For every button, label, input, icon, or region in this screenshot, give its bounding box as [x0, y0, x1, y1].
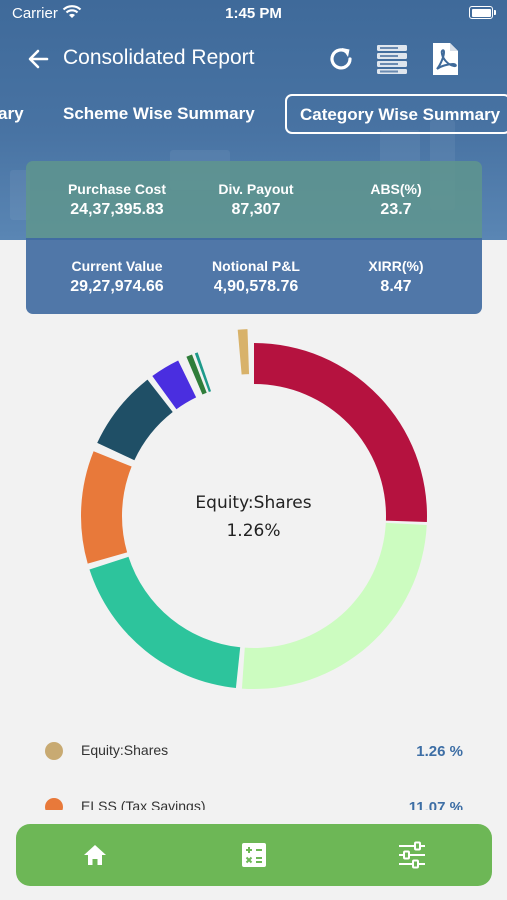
div-payout-value: 87,307 — [231, 201, 281, 218]
donut-center-value: 1.26% — [226, 521, 281, 541]
home-icon[interactable] — [80, 840, 110, 870]
category-donut-chart[interactable]: Equity:Shares 1.26% — [0, 325, 507, 710]
legend-percent: 11.07 % — [408, 799, 463, 810]
legend-item[interactable]: ELSS (Tax Savings) 11.07 % — [0, 789, 507, 810]
summary-card: Purchase Cost 24,37,395.83 Div. Payout 8… — [26, 161, 482, 314]
donut-slice[interactable] — [194, 352, 212, 392]
summary-row-top: Purchase Cost 24,37,395.83 Div. Payout 8… — [26, 161, 482, 238]
donut-svg[interactable] — [0, 325, 507, 710]
status-bar: Carrier 1:45 PM — [0, 0, 507, 28]
current-value-cell: Current Value 29,27,974.66 — [41, 238, 193, 296]
purchase-cost-cell: Purchase Cost 24,37,395.83 — [41, 161, 193, 219]
filter-sliders-icon[interactable] — [397, 840, 427, 870]
donut-slice[interactable] — [89, 556, 241, 689]
donut-slice[interactable] — [152, 360, 197, 410]
server-list-icon[interactable] — [375, 42, 409, 76]
legend-item[interactable]: Equity:Shares 1.26 % — [0, 733, 507, 763]
donut-slice[interactable] — [254, 343, 427, 523]
xirr-value: 8.47 — [380, 278, 412, 295]
tab-summary-partial[interactable]: ary — [0, 104, 24, 123]
calculator-icon[interactable] — [239, 840, 269, 870]
donut-slice[interactable] — [186, 354, 207, 395]
bottom-nav-bar — [16, 824, 492, 886]
legend-percent: 1.26 % — [416, 743, 463, 760]
donut-slice[interactable] — [97, 379, 173, 461]
legend-dot — [45, 798, 63, 810]
legend-list: Equity:Shares 1.26 % ELSS (Tax Savings) … — [0, 730, 507, 810]
notional-pl-value: 4,90,578.76 — [213, 278, 299, 295]
clock: 1:45 PM — [225, 5, 282, 22]
purchase-cost-value: 24,37,395.83 — [70, 201, 164, 218]
nav-bar: Consolidated Report — [0, 36, 507, 82]
donut-slice[interactable] — [81, 451, 132, 564]
legend-name: Equity:Shares — [81, 742, 169, 758]
abs-cell: ABS(%) 23.7 — [320, 161, 472, 219]
current-value-value: 29,27,974.66 — [70, 278, 164, 295]
notional-pl-cell: Notional P&L 4,90,578.76 — [180, 238, 332, 296]
donut-center-label: Equity:Shares — [195, 493, 312, 513]
div-payout-cell: Div. Payout 87,307 — [180, 161, 332, 219]
abs-value: 23.7 — [380, 201, 412, 218]
notional-pl-label: Notional P&L — [212, 258, 300, 274]
legend-dot — [45, 742, 63, 760]
battery-icon — [469, 6, 496, 19]
wifi-icon — [62, 5, 82, 18]
donut-slice[interactable] — [241, 522, 427, 689]
pdf-icon[interactable] — [428, 42, 462, 76]
tab-bar: ary Scheme Wise Summary Category Wise Su… — [0, 94, 507, 134]
donut-slice[interactable] — [237, 329, 250, 375]
xirr-label: XIRR(%) — [368, 258, 424, 274]
xirr-cell: XIRR(%) 8.47 — [320, 238, 472, 296]
tab-category-wise-summary-label: Category Wise Summary — [300, 105, 501, 124]
div-payout-label: Div. Payout — [218, 181, 294, 197]
back-arrow-icon[interactable] — [26, 46, 52, 72]
purchase-cost-label: Purchase Cost — [67, 181, 167, 197]
abs-label: ABS(%) — [370, 181, 422, 197]
tab-category-wise-summary[interactable]: Category Wise Summary — [285, 94, 507, 134]
current-value-label: Current Value — [71, 258, 163, 274]
legend-name: ELSS (Tax Savings) — [81, 798, 206, 810]
tab-scheme-wise-summary[interactable]: Scheme Wise Summary — [63, 104, 255, 123]
carrier-label: Carrier — [12, 5, 58, 22]
summary-row-bottom: Current Value 29,27,974.66 Notional P&L … — [26, 238, 482, 314]
refresh-icon[interactable] — [324, 42, 358, 76]
page-title: Consolidated Report — [63, 46, 255, 69]
